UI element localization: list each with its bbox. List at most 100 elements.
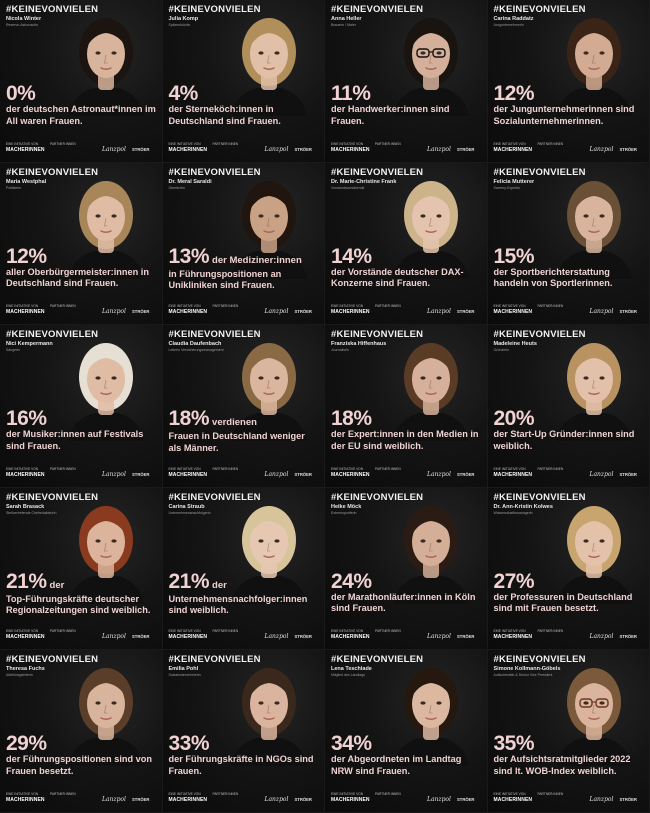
partner-logo-stroeer: STRÖER xyxy=(132,634,150,640)
initiative-label: EINE INITIATIVE VON xyxy=(6,141,38,146)
statistic-block: 14% der Vorstände deutscher DAX-Konzerne … xyxy=(331,246,483,290)
campaign-tile: #KEINEVONVIELEN Madeleine Heuts Gründerin 2… xyxy=(487,325,650,488)
partners-label: PARTNER:INNEN xyxy=(537,466,564,471)
portrait-photo xyxy=(58,496,154,604)
statistic-percent: 27% xyxy=(493,569,535,593)
partner-logo-lanzpol: Lanzpol xyxy=(264,795,289,803)
statistic-description: der Sterneköch:innen in Deutschland sind… xyxy=(168,104,281,126)
statistic-block: 12% aller Oberbürgermeister:innen in Deut… xyxy=(6,246,158,290)
macherinnen-logo: MACHERINNEN xyxy=(6,309,45,316)
partners-label: PARTNER:INNEN xyxy=(212,304,239,309)
macherinnen-logo: MACHERINNEN xyxy=(168,634,208,641)
partners-label: PARTNER:INNEN xyxy=(212,629,239,634)
person-role: Aufsichtsrätin & Senior Vice President xyxy=(493,673,553,678)
campaign-hashtag: #KEINEVONVIELEN xyxy=(331,166,424,178)
portrait-photo xyxy=(58,8,154,116)
initiative-label: EINE INITIATIVE VON xyxy=(6,466,38,471)
person-name: Lena Teschlade xyxy=(331,666,372,673)
partners-label: PARTNER:INNEN xyxy=(375,141,401,146)
campaign-hashtag: #KEINEVONVIELEN xyxy=(331,4,424,15)
statistic-percent: 29% xyxy=(6,732,47,756)
campaign-tile: #KEINEVONVIELEN Felicia Mutterer Sweeny-Ex… xyxy=(487,162,650,326)
statistic-percent: 35% xyxy=(493,732,535,756)
campaign-hashtag: #KEINEVONVIELEN xyxy=(168,329,261,341)
tile-footer: EINE INITIATIVE VON PARTNER:INNEN MACHERIN… xyxy=(169,629,319,643)
statistic-description: der Expert:innen in den Medien in der EU… xyxy=(331,429,479,451)
statistic-block: 18% der Expert:innen in den Medien in der… xyxy=(331,408,483,452)
partner-logo-lanzpol: Lanzpol xyxy=(102,470,126,478)
macherinnen-logo: MACHERINNEN xyxy=(6,796,45,803)
person-name: Claudia Daufenbach xyxy=(168,341,222,348)
person-role: Vorstandsvorsitzende xyxy=(331,185,365,190)
statistic-description: der Führungskräfte in NGOs sind Frauen. xyxy=(168,754,314,776)
tile-footer: EINE INITIATIVE VON PARTNER:INNEN MACHERIN… xyxy=(331,304,481,318)
person-role: Stellvertretende Chefredakteurin xyxy=(6,510,57,515)
statistic-block: 34% der Abgeordneten im Landtag NRW sind … xyxy=(331,733,483,777)
statistic-block: 12% der Jungunternehmerinnen sind Sozialu… xyxy=(493,83,646,127)
partners-label: PARTNER:INNEN xyxy=(212,141,239,146)
person-name: Madeleine Heuts xyxy=(493,341,537,348)
portrait-photo xyxy=(221,496,317,604)
statistic-lead-text: der Mediziner:innen xyxy=(212,254,302,266)
campaign-tile: #KEINEVONVIELEN Sarah Brasack Stellvertret… xyxy=(0,487,163,651)
person-name: Carina Raddatz xyxy=(493,16,534,22)
tile-footer: EINE INITIATIVE VON PARTNER:INNEN MACHERIN… xyxy=(331,792,481,806)
portrait-photo xyxy=(383,496,479,604)
portrait-figure xyxy=(68,343,144,442)
person-role: Mitglied des Landtags xyxy=(331,673,366,678)
portrait-figure xyxy=(393,180,469,279)
partner-logo-lanzpol: Lanzpol xyxy=(589,470,614,478)
partner-logo-stroeer: STRÖER xyxy=(619,146,637,152)
portrait-photo xyxy=(546,658,642,767)
macherinnen-logo: MACHERINNEN xyxy=(331,309,370,316)
portrait-photo xyxy=(546,333,642,442)
partner-logo-lanzpol: Lanzpol xyxy=(427,633,451,641)
macherinnen-logo: MACHERINNEN xyxy=(493,309,533,316)
portrait-figure xyxy=(68,18,144,116)
portrait-photo xyxy=(58,171,154,279)
portrait-photo xyxy=(546,171,642,279)
initiative-label: EINE INITIATIVE VON xyxy=(331,466,363,471)
partner-logo-lanzpol: Lanzpol xyxy=(264,308,289,316)
tile-footer: EINE INITIATIVE VON PARTNER:INNEN MACHERIN… xyxy=(331,142,481,156)
statistic-block: 35% der Aufsichtsratmitglieder 2022 sind … xyxy=(494,733,646,777)
portrait-figure xyxy=(555,18,632,116)
initiative-label: EINE INITIATIVE VON xyxy=(331,141,363,146)
initiative-label: EINE INITIATIVE VON xyxy=(168,304,201,309)
portrait-photo xyxy=(58,658,154,767)
partner-logo-lanzpol: Lanzpol xyxy=(589,795,614,803)
person-role: Politikerin xyxy=(6,185,22,190)
campaign-hashtag: #KEINEVONVIELEN xyxy=(331,329,424,341)
statistic-percent: 16% xyxy=(6,407,47,431)
tile-footer: EINE INITIATIVE VON PARTNER:INNEN MACHERIN… xyxy=(494,142,644,156)
macherinnen-logo: MACHERINNEN xyxy=(6,634,45,641)
person-name: Carina Straub xyxy=(168,503,205,510)
portrait-figure xyxy=(555,505,632,604)
campaign-tile: #KEINEVONVIELEN Emilia Pohl Sozialunterneh… xyxy=(162,650,325,813)
tile-footer: EINE INITIATIVE VON PARTNER:INNEN MACHERIN… xyxy=(331,467,481,481)
campaign-hashtag: #KEINEVONVIELEN xyxy=(168,166,261,178)
portrait-photo xyxy=(221,8,317,116)
person-name: Anna Heller xyxy=(331,16,362,22)
partner-logo-stroeer: STRÖER xyxy=(132,309,150,315)
macherinnen-logo: MACHERINNEN xyxy=(331,146,370,153)
partner-logo-lanzpol: Lanzpol xyxy=(264,470,289,478)
person-role: Journalistin xyxy=(331,348,349,353)
campaign-tile: #KEINEVONVIELEN Heike Möck Extremsportleri… xyxy=(325,487,488,651)
person-role: Wissenschaftsmanagerin xyxy=(493,510,533,515)
statistic-description: der Vorstände deutscher DAX-Konzerne sin… xyxy=(331,266,464,289)
campaign-tile: #KEINEVONVIELEN Dr. Ann-Kristin Kolwes Wis… xyxy=(487,487,650,651)
partner-logo-stroeer: STRÖER xyxy=(132,796,150,802)
statistic-description: der Jungunternehmerinnen sind Sozialunte… xyxy=(493,104,635,126)
person-role: Jungunternehmerin xyxy=(493,23,524,27)
partner-logo-lanzpol: Lanzpol xyxy=(102,795,126,803)
campaign-hashtag: #KEINEVONVIELEN xyxy=(493,166,586,178)
partners-label: PARTNER:INNEN xyxy=(375,629,401,634)
campaign-tile: #KEINEVONVIELEN Theresa Fuchs Abteilungsle… xyxy=(0,650,163,813)
initiative-label: EINE INITIATIVE VON xyxy=(6,791,38,796)
campaign-hashtag: #KEINEVONVIELEN xyxy=(6,166,99,178)
person-name: Nici Kempermann xyxy=(6,341,53,348)
statistic-block: 0% der deutschen Astronaut*innen im All w… xyxy=(6,83,158,127)
portrait-photo xyxy=(58,333,154,442)
